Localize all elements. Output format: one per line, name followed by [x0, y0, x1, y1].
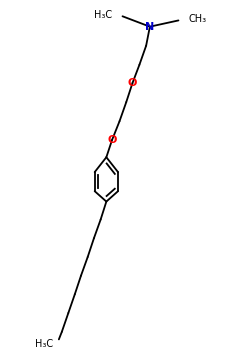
Text: O: O: [128, 78, 137, 88]
Text: H₃C: H₃C: [35, 338, 54, 349]
Text: CH₃: CH₃: [188, 14, 206, 24]
Text: H₃C: H₃C: [94, 9, 112, 20]
Text: N: N: [145, 22, 154, 32]
Text: O: O: [108, 135, 117, 145]
